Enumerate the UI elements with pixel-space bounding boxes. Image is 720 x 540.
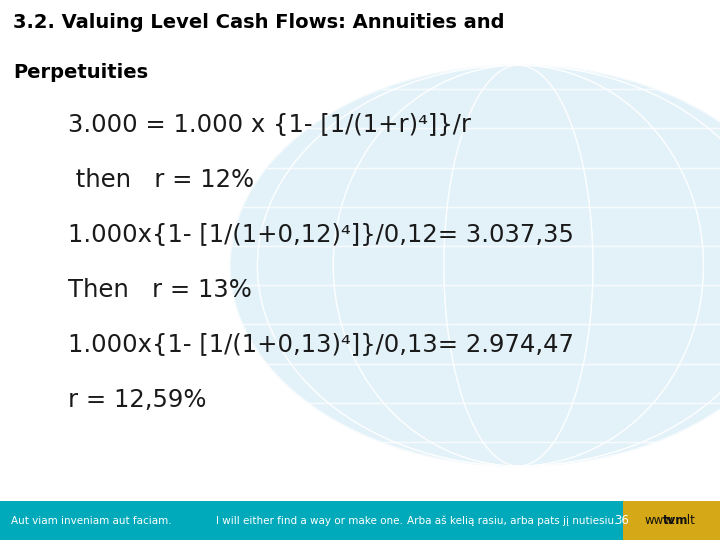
Text: I will either find a way or make one.: I will either find a way or make one. [216, 516, 403, 525]
Circle shape [230, 65, 720, 466]
Text: then   r = 12%: then r = 12% [68, 168, 255, 192]
Text: Perpetuities: Perpetuities [13, 63, 148, 82]
Text: 1.000x{1- [1/(1+0,13)⁴]}/0,13= 2.974,47: 1.000x{1- [1/(1+0,13)⁴]}/0,13= 2.974,47 [68, 333, 575, 357]
Bar [623, 501, 720, 540]
Text: 3.000 = 1.000 x {1- [1/(1+r)⁴]}/r: 3.000 = 1.000 x {1- [1/(1+r)⁴]}/r [68, 113, 472, 137]
Text: Arba aš kelią rasiu, arba pats jį nutiesiu.: Arba aš kelią rasiu, arba pats jį nuties… [407, 515, 617, 526]
Text: 3.2. Valuing Level Cash Flows: Annuities and: 3.2. Valuing Level Cash Flows: Annuities… [13, 12, 505, 31]
Text: r = 12,59%: r = 12,59% [68, 388, 207, 413]
Text: Then   r = 13%: Then r = 13% [68, 278, 252, 302]
Text: Aut viam inveniam aut faciam.: Aut viam inveniam aut faciam. [11, 516, 171, 525]
Text: 36: 36 [614, 514, 629, 527]
Text: 1.000x{1- [1/(1+0,12)⁴]}/0,12= 3.037,35: 1.000x{1- [1/(1+0,12)⁴]}/0,12= 3.037,35 [68, 223, 575, 247]
Text: .lt: .lt [684, 514, 696, 527]
Text: www.: www. [644, 514, 676, 527]
Text: tvm: tvm [662, 514, 688, 527]
Bar [0, 501, 623, 540]
